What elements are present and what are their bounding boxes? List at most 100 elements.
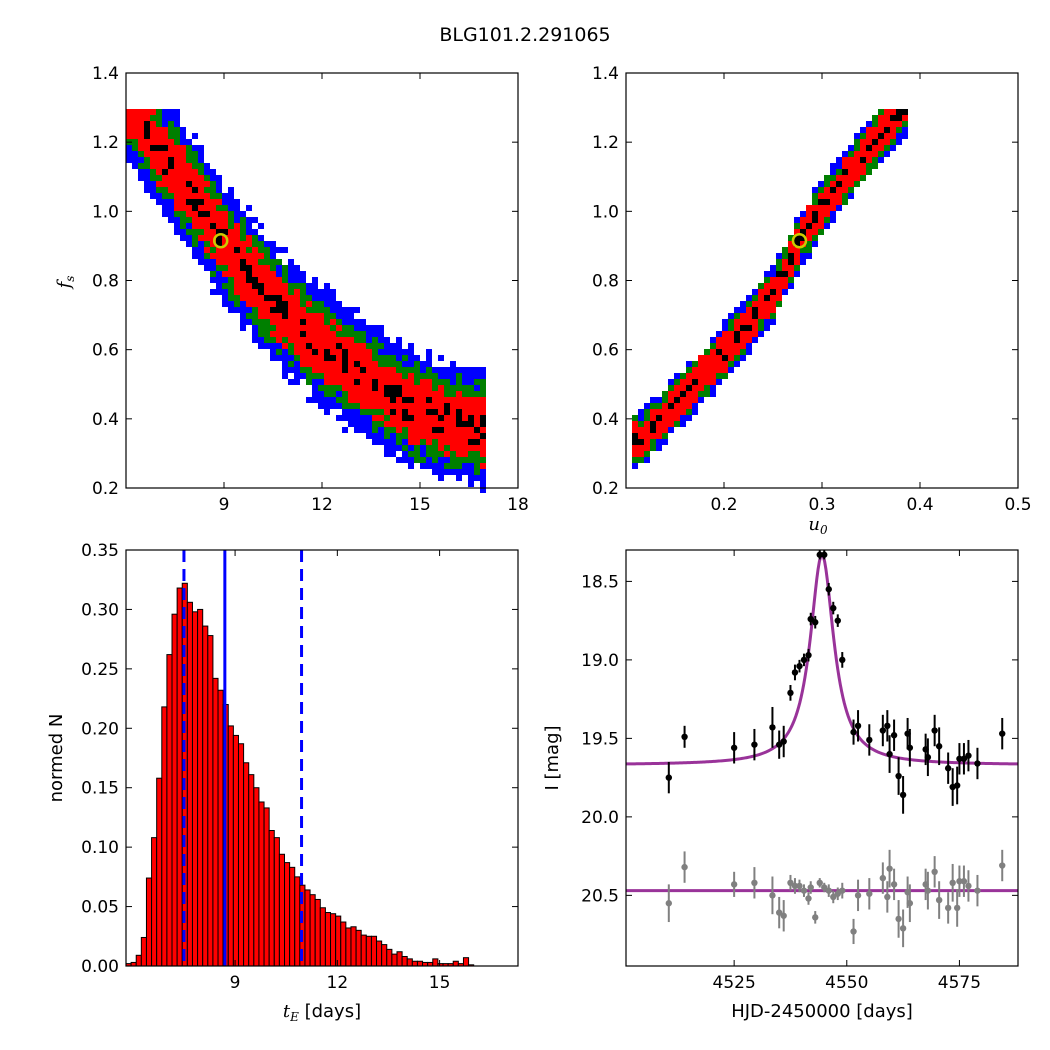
heatmap-cell-3-sigma xyxy=(432,469,438,475)
heatmap-cell-2-sigma xyxy=(426,445,432,451)
heatmap-cell-3-sigma xyxy=(156,193,162,199)
heatmap-cell-3-sigma xyxy=(330,403,336,409)
heatmap-cell-3-sigma xyxy=(234,211,240,217)
heatmap-cell-2-sigma xyxy=(204,253,210,259)
heatmap-cell-core xyxy=(150,145,156,151)
heatmap-cell-2-sigma xyxy=(150,175,156,181)
heatmap-cell-1-sigma xyxy=(456,439,462,445)
heatmap-cell-2-sigma xyxy=(824,181,830,187)
heatmap-cell-1-sigma xyxy=(468,445,474,451)
heatmap-cell-1-sigma xyxy=(366,361,372,367)
heatmap-cell-1-sigma xyxy=(360,403,366,409)
p2-ytick-label: 0.15 xyxy=(81,779,119,799)
histogram-bar xyxy=(227,725,234,967)
residual-point xyxy=(949,879,956,886)
heatmap-cell-1-sigma xyxy=(228,241,234,247)
heatmap-cell-2-sigma xyxy=(432,445,438,451)
heatmap-cell-1-sigma xyxy=(692,397,698,403)
heatmap-cell-1-sigma xyxy=(318,313,324,319)
heatmap-cell-3-sigma xyxy=(348,409,354,415)
heatmap-cell-1-sigma xyxy=(806,229,812,235)
p3-xtick-label: 4550 xyxy=(825,973,868,993)
heatmap-cell-3-sigma xyxy=(168,205,174,211)
residual-point xyxy=(886,865,893,872)
heatmap-cell-1-sigma xyxy=(818,223,824,229)
heatmap-cell-2-sigma xyxy=(848,151,854,157)
data-point xyxy=(665,774,673,781)
heatmap-cell-2-sigma xyxy=(258,259,264,265)
histogram-bar xyxy=(432,958,439,967)
heatmap-cell-1-sigma xyxy=(420,379,426,385)
heatmap-cell-core xyxy=(716,349,722,355)
heatmap-cell-3-sigma xyxy=(746,349,752,355)
heatmap-cell-1-sigma xyxy=(752,301,758,307)
heatmap-cell-1-sigma xyxy=(426,385,432,391)
heatmap-cell-1-sigma xyxy=(126,115,132,121)
heatmap-cell-1-sigma xyxy=(396,415,402,421)
heatmap-cell-1-sigma xyxy=(902,115,908,121)
heatmap-cell-3-sigma xyxy=(366,427,372,433)
heatmap-cell-2-sigma xyxy=(692,361,698,367)
heatmap-cell-1-sigma xyxy=(222,259,228,265)
heatmap-cell-3-sigma xyxy=(294,265,300,271)
heatmap-cell-3-sigma xyxy=(132,157,138,163)
data-point xyxy=(751,741,758,748)
heatmap-cell-1-sigma xyxy=(174,205,180,211)
histogram-bar xyxy=(166,654,173,967)
heatmap-cell-2-sigma xyxy=(264,325,270,331)
heatmap-cell-2-sigma xyxy=(372,427,378,433)
heatmap-cell-1-sigma xyxy=(704,379,710,385)
heatmap-cell-1-sigma xyxy=(432,403,438,409)
heatmap-cell-1-sigma xyxy=(318,325,324,331)
heatmap-cell-1-sigma xyxy=(414,421,420,427)
heatmap-cell-3-sigma xyxy=(740,355,746,361)
heatmap-cell-3-sigma xyxy=(360,427,366,433)
heatmap-cell-2-sigma xyxy=(752,295,758,301)
heatmap-cell-3-sigma xyxy=(668,379,674,385)
heatmap-cell-3-sigma xyxy=(366,415,372,421)
heatmap-cell-1-sigma xyxy=(438,391,444,397)
heatmap-cell-2-sigma xyxy=(318,307,324,313)
histogram-bar xyxy=(345,927,352,967)
heatmap-cell-2-sigma xyxy=(354,331,360,337)
heatmap-cell-1-sigma xyxy=(264,307,270,313)
heatmap-cell-3-sigma xyxy=(462,469,468,475)
heatmap-cell-3-sigma xyxy=(318,295,324,301)
heatmap-cell-2-sigma xyxy=(450,385,456,391)
heatmap-cell-1-sigma xyxy=(342,385,348,391)
heatmap-cell-2-sigma xyxy=(680,373,686,379)
heatmap-cell-2-sigma xyxy=(414,367,420,373)
heatmap-cell-1-sigma xyxy=(758,289,764,295)
heatmap-cell-2-sigma xyxy=(342,403,348,409)
heatmap-cell-3-sigma xyxy=(638,409,644,415)
heatmap-cell-1-sigma xyxy=(198,205,204,211)
residual-point xyxy=(956,878,963,885)
heatmap-cell-2-sigma xyxy=(264,253,270,259)
heatmap-cell-core xyxy=(276,295,282,301)
heatmap-cell-2-sigma xyxy=(186,229,192,235)
heatmap-cell-2-sigma xyxy=(294,283,300,289)
heatmap-cell-1-sigma xyxy=(824,193,830,199)
heatmap-cell-1-sigma xyxy=(372,415,378,421)
heatmap-cell-3-sigma xyxy=(468,379,474,385)
heatmap-cell-1-sigma xyxy=(650,415,656,421)
heatmap-cell-1-sigma xyxy=(686,379,692,385)
heatmap-cell-1-sigma xyxy=(800,217,806,223)
heatmap-cell-core xyxy=(162,169,168,175)
panel-fs-vs-te: 9 12 15 180.20.40.60.81.01.21.4 xyxy=(92,64,529,515)
heatmap-cell-3-sigma xyxy=(438,463,444,469)
heatmap-cell-1-sigma xyxy=(456,445,462,451)
heatmap-cell-1-sigma xyxy=(650,433,656,439)
heatmap-cell-1-sigma xyxy=(204,247,210,253)
heatmap-cell-1-sigma xyxy=(126,121,132,127)
heatmap-cell-2-sigma xyxy=(704,385,710,391)
heatmap-cell-3-sigma xyxy=(764,325,770,331)
residual-point xyxy=(821,884,828,891)
heatmap-cell-3-sigma xyxy=(210,169,216,175)
data-point xyxy=(787,689,794,697)
histogram-bar xyxy=(212,677,219,967)
heatmap-cell-1-sigma xyxy=(758,301,764,307)
heatmap-cell-2-sigma xyxy=(204,175,210,181)
heatmap-cell-2-sigma xyxy=(372,337,378,343)
p1-ytick-label: 0.2 xyxy=(592,479,619,499)
